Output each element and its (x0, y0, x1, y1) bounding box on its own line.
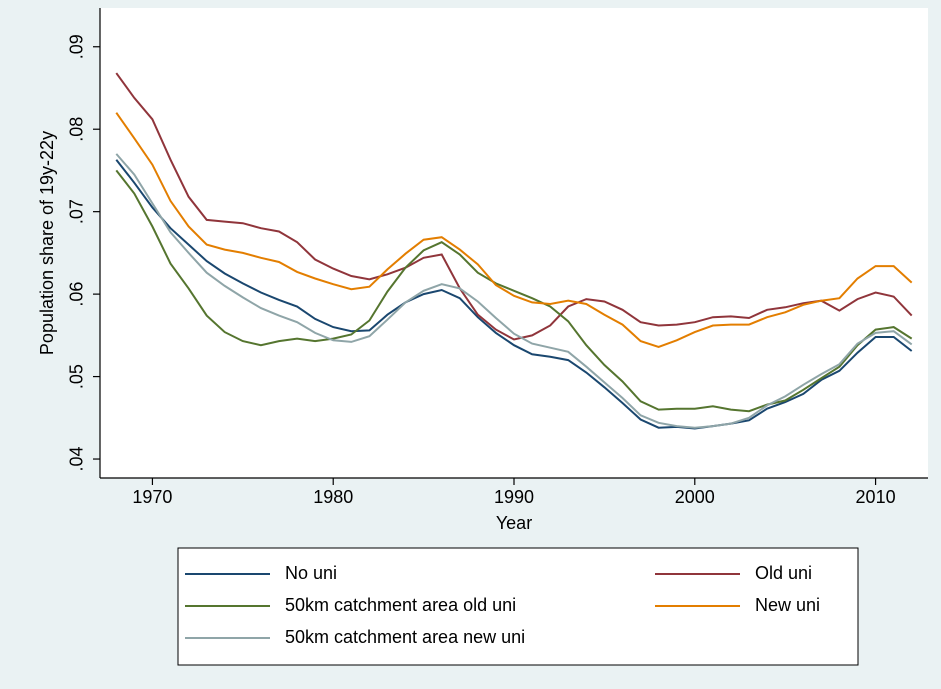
x-tick-label: 1970 (132, 487, 172, 507)
series-line (115, 72, 913, 341)
legend-label: Old uni (755, 563, 812, 583)
y-tick-label: .09 (67, 34, 87, 59)
series-line (115, 153, 913, 429)
y-tick-label: .06 (67, 282, 87, 307)
x-tick-label: 2010 (856, 487, 896, 507)
legend-box (177, 547, 859, 666)
legend-label: 50km catchment area old uni (285, 595, 516, 615)
y-axis-title: Population share of 19y-22y (37, 131, 57, 355)
legend-label: New uni (755, 595, 820, 615)
y-tick-label: .04 (67, 447, 87, 472)
x-tick-label: 1990 (494, 487, 534, 507)
x-axis-title: Year (496, 513, 532, 533)
series-line (115, 169, 913, 413)
legend-label: No uni (285, 563, 337, 583)
x-tick-label: 2000 (675, 487, 715, 507)
y-tick-label: .07 (67, 199, 87, 224)
series-line (115, 159, 913, 430)
legend-label: 50km catchment area new uni (285, 627, 525, 647)
y-tick-label: .08 (67, 117, 87, 142)
y-tick-label: .05 (67, 364, 87, 389)
series-line (115, 112, 913, 348)
x-tick-label: 1980 (313, 487, 353, 507)
plot-area (100, 8, 928, 478)
